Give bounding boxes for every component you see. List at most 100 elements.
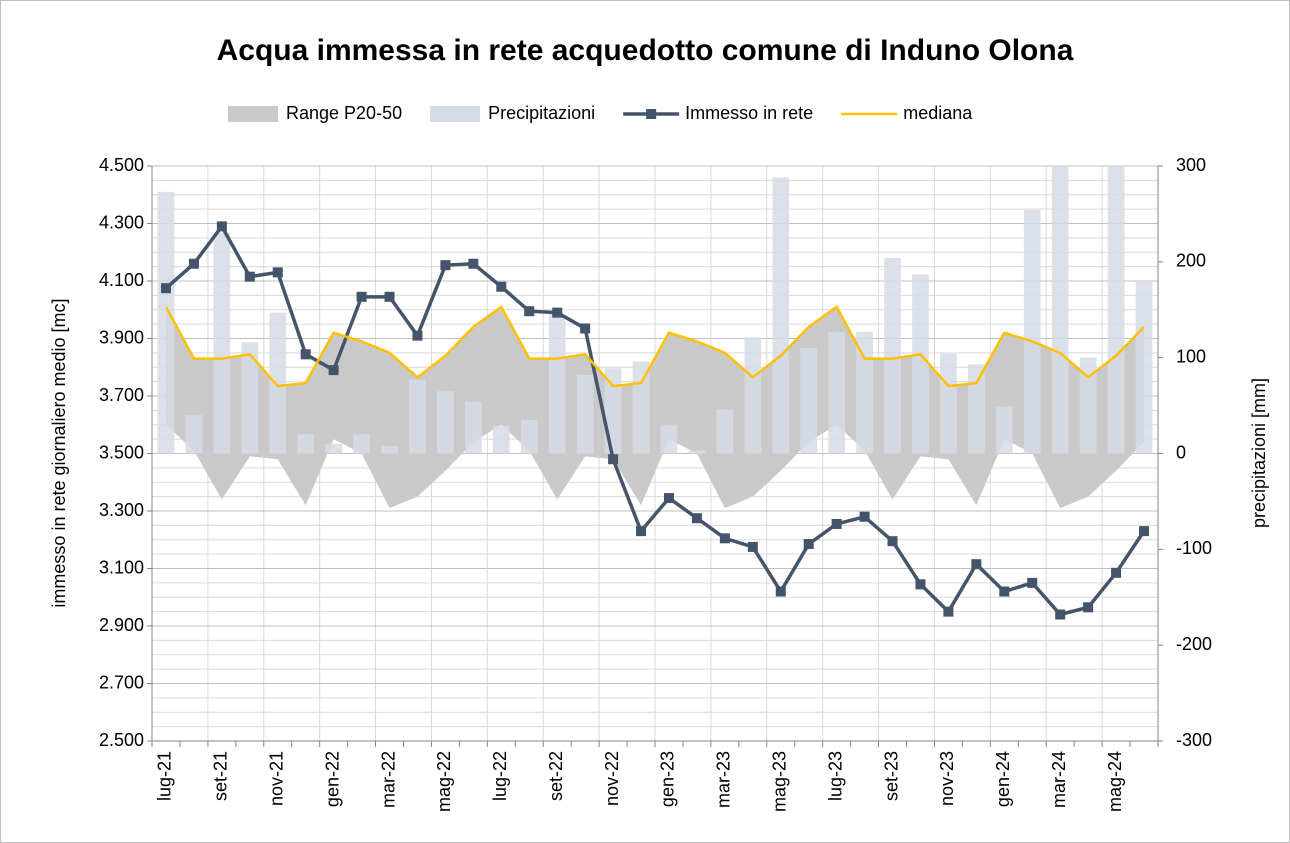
marker	[1083, 602, 1094, 613]
x-tick-label: mar-23	[714, 751, 734, 808]
marker	[831, 518, 842, 529]
bar	[297, 434, 315, 454]
legend-swatch	[430, 106, 481, 122]
y2-tick-label: 200	[1176, 251, 1206, 271]
marker	[160, 283, 171, 294]
bar	[437, 391, 454, 454]
bar	[1135, 281, 1153, 454]
marker	[356, 291, 367, 302]
marker	[608, 454, 619, 465]
marker	[580, 323, 591, 334]
y-tick-label: 4.300	[99, 212, 144, 232]
y2-tick-label: -100	[1176, 538, 1212, 558]
marker	[887, 536, 898, 547]
y-tick-label: 4.100	[99, 270, 144, 290]
marker	[999, 586, 1010, 597]
x-tick-label: mar-24	[1049, 751, 1069, 808]
marker	[1027, 577, 1038, 588]
legend-item: Immesso in rete	[623, 103, 813, 123]
x-tick-label: mag-22	[434, 751, 454, 812]
bar	[995, 406, 1013, 454]
y-tick-label: 4.500	[99, 155, 144, 175]
marker	[1111, 567, 1122, 578]
bar	[828, 331, 846, 454]
bar	[269, 312, 287, 454]
x-tick-label: gen-23	[658, 751, 678, 807]
bar	[1079, 357, 1097, 454]
legend-swatch	[228, 106, 278, 122]
y2-tick-label: 300	[1176, 155, 1206, 175]
marker	[775, 586, 786, 597]
marker	[188, 258, 199, 269]
marker	[552, 307, 563, 318]
marker	[1139, 526, 1150, 537]
bar	[520, 419, 538, 454]
marker	[412, 330, 423, 341]
y2-tick-label: 100	[1176, 346, 1206, 366]
y2-tick-label: -300	[1176, 730, 1212, 750]
bar	[772, 177, 790, 454]
marker	[328, 365, 339, 376]
legend-label: Range P20-50	[286, 103, 402, 123]
x-tick-label: gen-22	[322, 751, 342, 807]
bar	[576, 374, 594, 454]
line	[164, 305, 1145, 388]
marker	[440, 260, 451, 271]
marker	[216, 221, 227, 232]
marker	[691, 513, 702, 524]
x-tick-label: gen-24	[993, 751, 1013, 807]
bar	[353, 434, 370, 454]
legend-marker	[646, 109, 657, 119]
bar	[632, 361, 650, 454]
legend-item: Range P20-50	[228, 103, 402, 123]
x-tick-label: nov-21	[267, 751, 287, 806]
bar	[492, 425, 510, 454]
y-tick-label: 2.900	[99, 615, 144, 635]
legend-label: Precipitazioni	[488, 103, 595, 123]
y-tick-label: 2.700	[99, 672, 144, 692]
marker	[468, 258, 479, 269]
marker	[272, 267, 283, 278]
y-tick-label: 3.300	[99, 500, 144, 520]
y-tick-label: 2.500	[99, 730, 144, 750]
bar	[1023, 210, 1041, 454]
x-tick-label: set-23	[881, 751, 901, 801]
bar	[1051, 166, 1069, 454]
bar	[744, 337, 762, 454]
bar	[548, 314, 566, 454]
bar	[884, 258, 901, 454]
bar	[381, 445, 398, 454]
marker	[496, 281, 507, 292]
bar	[325, 443, 343, 454]
bar	[967, 364, 985, 454]
marker	[244, 271, 255, 282]
bar	[1107, 166, 1125, 454]
y-tick-label: 3.900	[99, 327, 144, 347]
marker	[300, 349, 311, 360]
x-tick-label: mar-22	[378, 751, 398, 808]
marker	[915, 579, 926, 590]
range-area	[165, 306, 1145, 509]
bar	[464, 401, 482, 454]
bar	[660, 424, 678, 454]
y-axis-title: immesso in rete giornaliero medio [mc]	[49, 298, 69, 607]
x-tick-label: lug-22	[490, 751, 510, 801]
x-tick-label: lug-23	[825, 751, 845, 801]
chart-title: Acqua immessa in rete acquedotto comune …	[217, 34, 1074, 67]
bar	[213, 233, 231, 454]
marker	[524, 306, 535, 317]
x-tick-label: set-22	[546, 751, 566, 801]
x-tick-label: set-21	[211, 751, 231, 801]
bar	[716, 409, 734, 454]
x-tick-label: lug-21	[155, 751, 175, 801]
legend-item: Precipitazioni	[430, 103, 595, 123]
marker	[636, 526, 647, 537]
y2-axis-title: precipitazioni [mm]	[1249, 378, 1269, 528]
bar	[688, 450, 706, 454]
marker	[803, 539, 814, 550]
legend-label: mediana	[903, 103, 973, 123]
y-tick-label: 3.500	[99, 442, 144, 462]
x-tick-label: mag-24	[1105, 751, 1125, 812]
marker	[943, 606, 954, 617]
